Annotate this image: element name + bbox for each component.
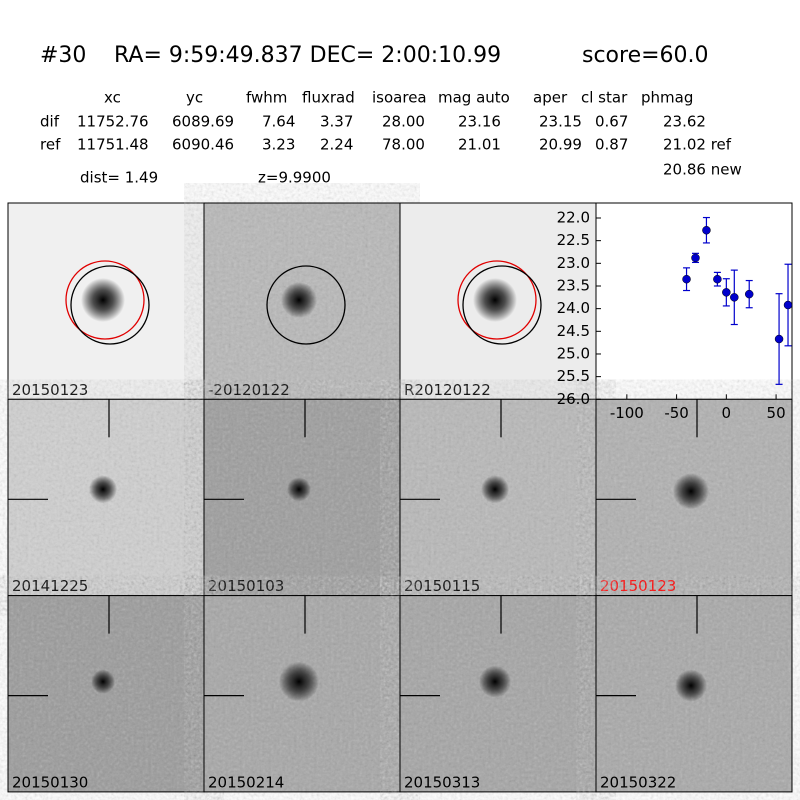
cutout-noise bbox=[8, 595, 204, 792]
table-cell: 23.15 bbox=[539, 113, 582, 131]
y-tick-label: 22.5 bbox=[557, 231, 590, 249]
table-cell: dif bbox=[40, 113, 60, 131]
data-point bbox=[744, 289, 754, 299]
phmag-new: 20.86 new bbox=[663, 161, 742, 179]
light-curve: 22.0 22.5 23.0 23.5 24.0 24.5 25.0 25.5 26.0 -100… bbox=[557, 209, 793, 422]
data-point bbox=[783, 300, 793, 310]
table-cell: 78.00 bbox=[382, 136, 425, 154]
source-blob bbox=[675, 669, 707, 702]
source-blob bbox=[479, 665, 511, 698]
redshift: z=9.9900 bbox=[258, 169, 331, 187]
stats-table: xc yc fwhm fluxrad isoarea mag auto aper cl sta… bbox=[40, 89, 732, 154]
y-tick-label: 24.0 bbox=[557, 299, 590, 317]
panel-label: 20150115 bbox=[404, 577, 480, 595]
source-blob bbox=[279, 661, 319, 702]
score: score=60.0 bbox=[582, 43, 709, 68]
data-point bbox=[691, 253, 700, 263]
source-blob bbox=[473, 278, 517, 322]
x-tick-label: 50 bbox=[767, 404, 786, 422]
y-tick-label: 26.0 bbox=[557, 390, 590, 408]
column-header: fwhm bbox=[246, 89, 287, 107]
table-cell: 21.02 ref bbox=[663, 136, 732, 154]
column-header: yc bbox=[186, 89, 203, 107]
plot-background bbox=[595, 202, 793, 400]
y-tick-label: 25.5 bbox=[557, 367, 590, 385]
table-cell: 0.67 bbox=[595, 113, 628, 131]
table-cell: 6090.46 bbox=[172, 136, 234, 154]
data-point bbox=[722, 288, 731, 297]
data-point bbox=[713, 274, 722, 284]
column-header: aper bbox=[533, 89, 568, 107]
data-point bbox=[774, 334, 784, 344]
source-blob bbox=[287, 477, 311, 502]
panel-label: 20141225 bbox=[12, 577, 88, 595]
table-cell: 23.62 bbox=[663, 113, 706, 131]
aperture-circle bbox=[266, 265, 346, 345]
table-cell: 2.24 bbox=[320, 136, 353, 154]
table-cell: 23.16 bbox=[458, 113, 501, 131]
y-tick-label: 23.5 bbox=[557, 276, 590, 294]
column-header: cl star bbox=[581, 89, 628, 107]
panel-label: 20150103 bbox=[208, 577, 284, 595]
column-header: mag auto bbox=[438, 89, 510, 107]
y-tick-label: 23.0 bbox=[557, 254, 590, 272]
source-blob bbox=[89, 475, 117, 504]
source-blob bbox=[481, 475, 509, 504]
table-cell: 11752.76 bbox=[77, 113, 149, 131]
source-blob bbox=[81, 278, 125, 322]
x-tick-label: 0 bbox=[722, 404, 732, 422]
panel-label: 20150313 bbox=[404, 773, 480, 791]
candidate-id: #30 bbox=[40, 43, 86, 68]
table-cell: 6089.69 bbox=[172, 113, 234, 131]
aperture-circle bbox=[462, 265, 542, 345]
data-point bbox=[730, 293, 739, 302]
ref-circle bbox=[65, 260, 145, 340]
y-tick-label: 24.5 bbox=[557, 322, 590, 340]
x-tick-label: -100 bbox=[610, 404, 644, 422]
panel-label: -20120122 bbox=[208, 381, 290, 399]
table-cell: 0.87 bbox=[595, 136, 628, 154]
column-header: isoarea bbox=[372, 89, 427, 107]
ref-circle bbox=[457, 260, 537, 340]
coordinates: RA= 9:59:49.837 DEC= 2:00:10.99 bbox=[114, 43, 501, 68]
column-header: fluxrad bbox=[302, 89, 355, 107]
table-cell: 20.99 bbox=[539, 136, 582, 154]
distance: dist= 1.49 bbox=[80, 169, 158, 187]
table-cell: 21.01 bbox=[458, 136, 501, 154]
aperture-circle bbox=[70, 265, 150, 345]
panel-label: 20150214 bbox=[208, 773, 284, 791]
column-header: phmag bbox=[641, 89, 693, 107]
source-blob bbox=[91, 669, 115, 694]
column-header: xc bbox=[104, 89, 121, 107]
source-blob bbox=[673, 473, 709, 510]
y-tick-label: 22.0 bbox=[557, 209, 590, 227]
data-point bbox=[702, 225, 711, 235]
table-cell: 7.64 bbox=[262, 113, 295, 131]
table-cell: ref bbox=[40, 136, 61, 154]
data-point bbox=[682, 274, 691, 284]
cutouts: 20150123 -20120122 R20120122 20141225 201501… bbox=[7, 202, 793, 793]
table-cell: 3.23 bbox=[262, 136, 295, 154]
panel-label: R20120122 bbox=[404, 381, 491, 399]
panel-label: 20150322 bbox=[600, 773, 676, 791]
table-cell: 28.00 bbox=[382, 113, 425, 131]
panel-label: 20150130 bbox=[12, 773, 88, 791]
table-cell: 3.37 bbox=[320, 113, 353, 131]
source-blob bbox=[281, 282, 317, 318]
panel-border bbox=[595, 595, 793, 793]
panel-label: 20150123 bbox=[12, 381, 88, 399]
panel-label: 20150123 bbox=[600, 577, 676, 595]
x-tick-label: -50 bbox=[664, 404, 689, 422]
y-tick-label: 25.0 bbox=[557, 344, 590, 362]
table-cell: 11751.48 bbox=[77, 136, 149, 154]
